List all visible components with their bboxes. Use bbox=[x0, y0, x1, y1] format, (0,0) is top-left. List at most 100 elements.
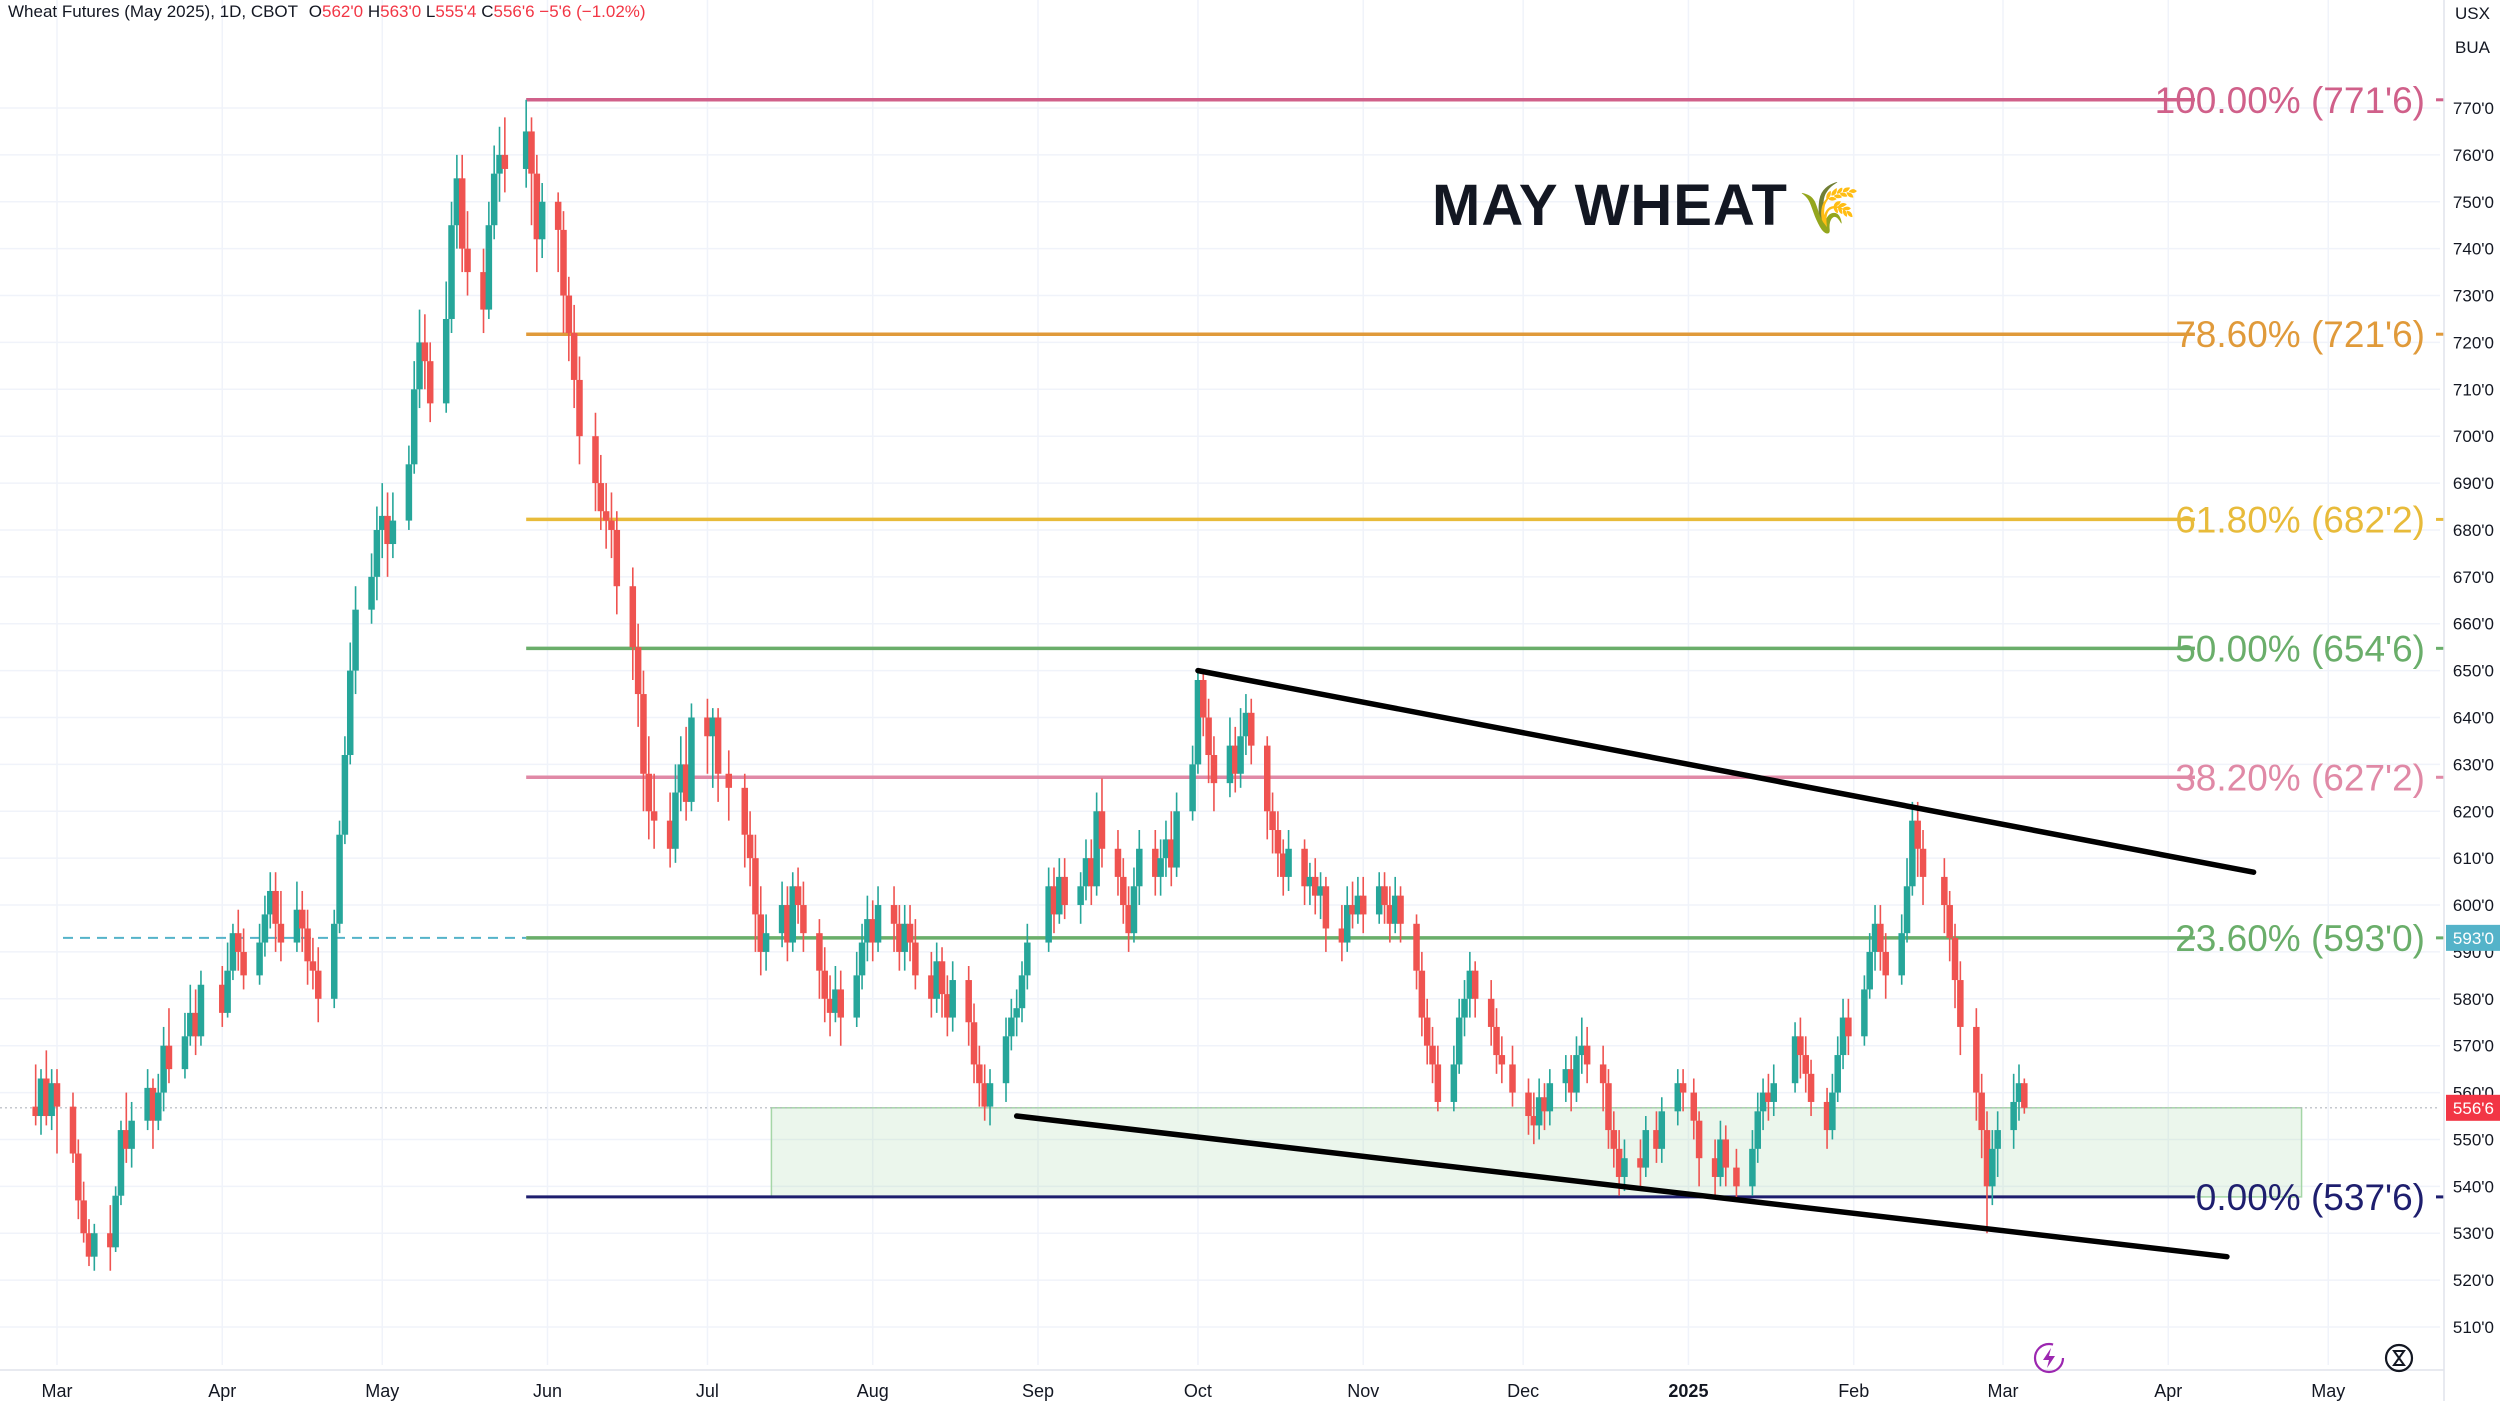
candle bbox=[608, 492, 615, 559]
candle bbox=[1471, 961, 1479, 1018]
replay-clock-icon[interactable] bbox=[2382, 1341, 2416, 1375]
candle-body bbox=[826, 998, 834, 1013]
candle bbox=[672, 764, 679, 863]
candle-body bbox=[794, 886, 802, 906]
candle bbox=[1882, 933, 1889, 999]
candle-body bbox=[906, 923, 914, 943]
candle bbox=[1509, 1045, 1516, 1107]
candle-body bbox=[1413, 923, 1420, 971]
candle-body bbox=[1301, 848, 1308, 887]
time-tick-label: Mar bbox=[1988, 1381, 2019, 1401]
candle-body bbox=[1770, 1083, 1777, 1102]
candle-body bbox=[1024, 942, 1031, 976]
candle bbox=[490, 145, 498, 240]
candle-body bbox=[53, 1083, 61, 1107]
candle bbox=[613, 511, 621, 615]
candle-body bbox=[1642, 1130, 1650, 1168]
quantity-unit[interactable]: BUA bbox=[2455, 38, 2490, 57]
candle bbox=[554, 192, 562, 273]
candle-body bbox=[1354, 895, 1362, 915]
candle-body bbox=[965, 980, 972, 1023]
candle-body bbox=[256, 942, 263, 976]
open-label: O bbox=[308, 2, 323, 21]
candle-body bbox=[1349, 905, 1356, 915]
price-tick-label: 610'0 bbox=[2453, 849, 2494, 868]
candle-body bbox=[75, 1153, 82, 1201]
candle-body bbox=[261, 914, 269, 943]
candle-body bbox=[1226, 745, 1234, 784]
candle bbox=[1279, 839, 1287, 896]
candle-body bbox=[746, 834, 754, 859]
candle-body bbox=[714, 717, 722, 774]
candle bbox=[1717, 1120, 1724, 1187]
price-tick-label: 510'0 bbox=[2453, 1318, 2494, 1337]
candle-body bbox=[1317, 886, 1324, 896]
candle bbox=[1088, 839, 1095, 906]
candle-body bbox=[123, 1130, 130, 1149]
candle-body bbox=[1157, 858, 1164, 877]
candle-body bbox=[1205, 717, 1212, 756]
candle bbox=[1759, 1078, 1767, 1131]
candle-body bbox=[1429, 1045, 1436, 1065]
candle-body bbox=[1717, 1139, 1724, 1177]
candle bbox=[970, 1003, 978, 1084]
candle bbox=[837, 970, 844, 1046]
candle bbox=[645, 736, 653, 840]
candle-body bbox=[762, 933, 770, 952]
candle-body bbox=[1679, 1083, 1687, 1093]
candle-body bbox=[1487, 998, 1495, 1027]
price-tick-label: 640'0 bbox=[2453, 709, 2494, 728]
lightning-icon[interactable] bbox=[2032, 1341, 2066, 1375]
candle-body bbox=[1450, 1064, 1458, 1102]
candle bbox=[1871, 905, 1879, 971]
change-value: −5'6 (−1.02%) bbox=[539, 2, 646, 21]
candle-body bbox=[821, 970, 828, 999]
candle bbox=[1733, 1148, 1740, 1201]
candle bbox=[1765, 1073, 1772, 1121]
candle-body bbox=[709, 717, 717, 737]
candle-body bbox=[309, 961, 317, 971]
candle bbox=[389, 492, 397, 559]
candle-body bbox=[187, 1012, 194, 1037]
candle bbox=[410, 361, 418, 474]
lower-trendline bbox=[1013, 1113, 2230, 1260]
currency-unit[interactable]: USX bbox=[2455, 4, 2490, 23]
candle-body bbox=[368, 576, 375, 610]
candle-body bbox=[800, 905, 807, 934]
candle-body bbox=[107, 1233, 114, 1248]
candle bbox=[1434, 1045, 1442, 1112]
candle bbox=[1173, 792, 1180, 877]
candle bbox=[336, 820, 343, 934]
candle bbox=[1418, 951, 1426, 1037]
candle-body bbox=[1114, 848, 1122, 877]
candle bbox=[1877, 905, 1884, 971]
candle bbox=[816, 919, 823, 999]
candle-body bbox=[890, 905, 898, 924]
candle-body bbox=[1690, 1092, 1698, 1121]
candle bbox=[634, 623, 642, 727]
price-tick-label: 690'0 bbox=[2453, 474, 2494, 493]
candle bbox=[874, 886, 882, 952]
candle bbox=[1754, 1092, 1762, 1163]
candle-body bbox=[1615, 1148, 1623, 1177]
candle-body bbox=[560, 229, 567, 296]
candle bbox=[677, 736, 685, 812]
candle-body bbox=[442, 318, 450, 404]
candle-body bbox=[1093, 811, 1100, 887]
candle bbox=[123, 1092, 130, 1163]
candle bbox=[43, 1050, 50, 1126]
candle-body bbox=[522, 131, 530, 169]
candle bbox=[298, 890, 306, 952]
candle-body bbox=[48, 1083, 55, 1117]
candle bbox=[1285, 830, 1292, 891]
candle-body bbox=[629, 586, 637, 648]
candle-body bbox=[1098, 811, 1106, 849]
candle-body bbox=[416, 342, 423, 390]
candle bbox=[576, 356, 583, 465]
price-tag-box bbox=[2446, 1094, 2500, 1121]
candle-body bbox=[1173, 811, 1180, 868]
candle bbox=[560, 211, 567, 334]
candle-body bbox=[784, 905, 791, 943]
candle-body bbox=[1567, 1069, 1575, 1093]
